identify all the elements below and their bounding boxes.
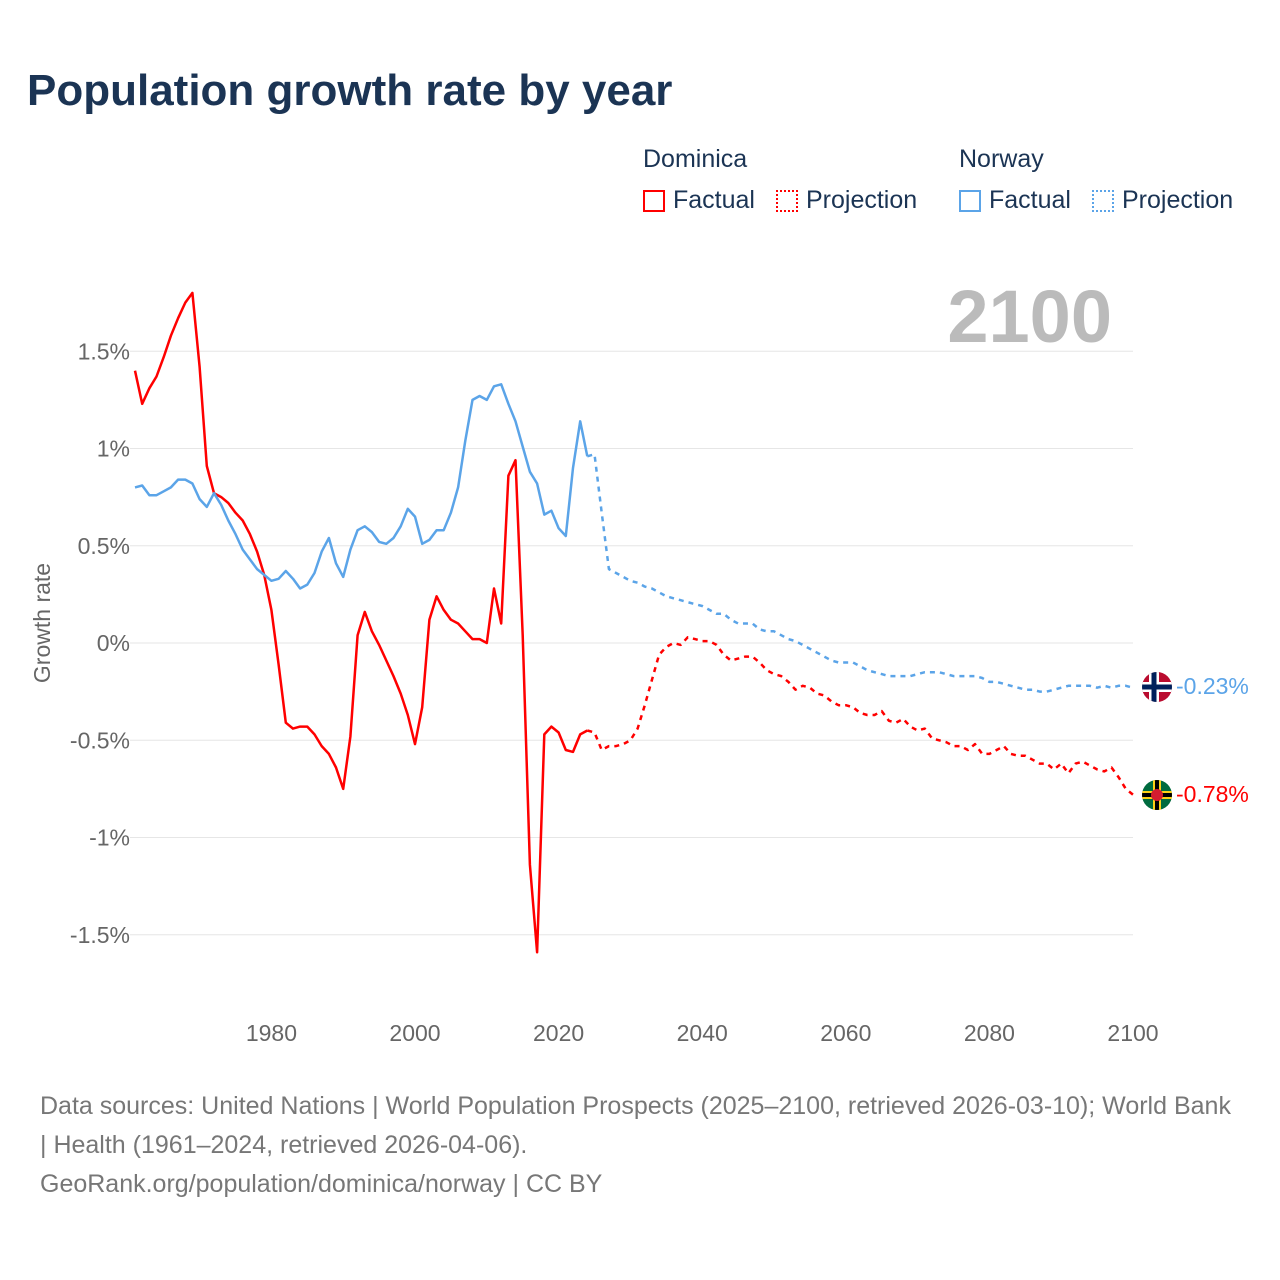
x-tick-label: 2020	[533, 1020, 584, 1046]
chart-title: Population growth rate by year	[27, 66, 673, 115]
legend-swatch-solid-blue	[959, 189, 981, 212]
y-tick-label: -0.5%	[70, 727, 130, 753]
legend-norway-projection[interactable]: Projection	[1092, 186, 1233, 215]
x-tick-label: 2060	[820, 1020, 871, 1046]
legend-group-dominica: Dominica	[643, 145, 748, 173]
dominica-end-label: -0.78%	[1176, 781, 1249, 807]
legend-dominica-projection[interactable]: Projection	[776, 186, 917, 215]
legend-swatch-solid-red	[643, 189, 665, 212]
year-display: 2100	[947, 275, 1112, 358]
dominica-flag-icon	[1142, 780, 1172, 810]
x-tick-label: 2000	[389, 1020, 440, 1046]
legend-label: Projection	[806, 186, 918, 214]
norway-flag-icon	[1142, 672, 1172, 702]
legend-swatch-dotted-red	[776, 189, 798, 212]
legend-norway-factual[interactable]: Factual	[959, 186, 1071, 215]
x-tick-label: 2100	[1107, 1020, 1158, 1046]
legend-group-norway: Norway	[959, 145, 1044, 173]
series-line-norway-factual	[134, 383, 589, 590]
x-tick-label: 1980	[246, 1020, 297, 1046]
x-tick-label: 2040	[677, 1020, 728, 1046]
y-tick-label: -1.5%	[70, 922, 130, 948]
y-axis-label: Growth rate	[29, 563, 55, 683]
x-tick-label: 2080	[964, 1020, 1015, 1046]
line-chart: 1.5% 1% 0.5% 0% -0.5% -1% -1.5% 1980 2000 2020 204…	[29, 275, 1249, 1046]
legend-label: Projection	[1122, 186, 1234, 214]
y-tick-label: 1%	[97, 436, 130, 462]
source-text: Data sources: United Nations | World Pop…	[40, 1092, 1231, 1159]
y-tick-label: 1.5%	[78, 338, 130, 364]
series-line-dominica-factual	[133, 291, 588, 954]
norway-end-label: -0.23%	[1176, 673, 1249, 699]
series-line-dominica-projection	[586, 635, 1134, 796]
legend-label: Factual	[673, 186, 755, 214]
source-note: Data sources: United Nations | World Pop…	[40, 1087, 1240, 1204]
y-tick-label: -1%	[89, 825, 130, 851]
source-link[interactable]: GeoRank.org/population/dominica/norway |…	[40, 1170, 603, 1198]
legend-swatch-dotted-blue	[1092, 189, 1114, 212]
series-line-norway-projection	[586, 453, 1134, 693]
legend-label: Factual	[989, 186, 1071, 214]
legend-dominica-factual[interactable]: Factual	[643, 186, 755, 215]
y-tick-label: 0%	[97, 630, 130, 656]
y-tick-label: 0.5%	[78, 533, 130, 559]
